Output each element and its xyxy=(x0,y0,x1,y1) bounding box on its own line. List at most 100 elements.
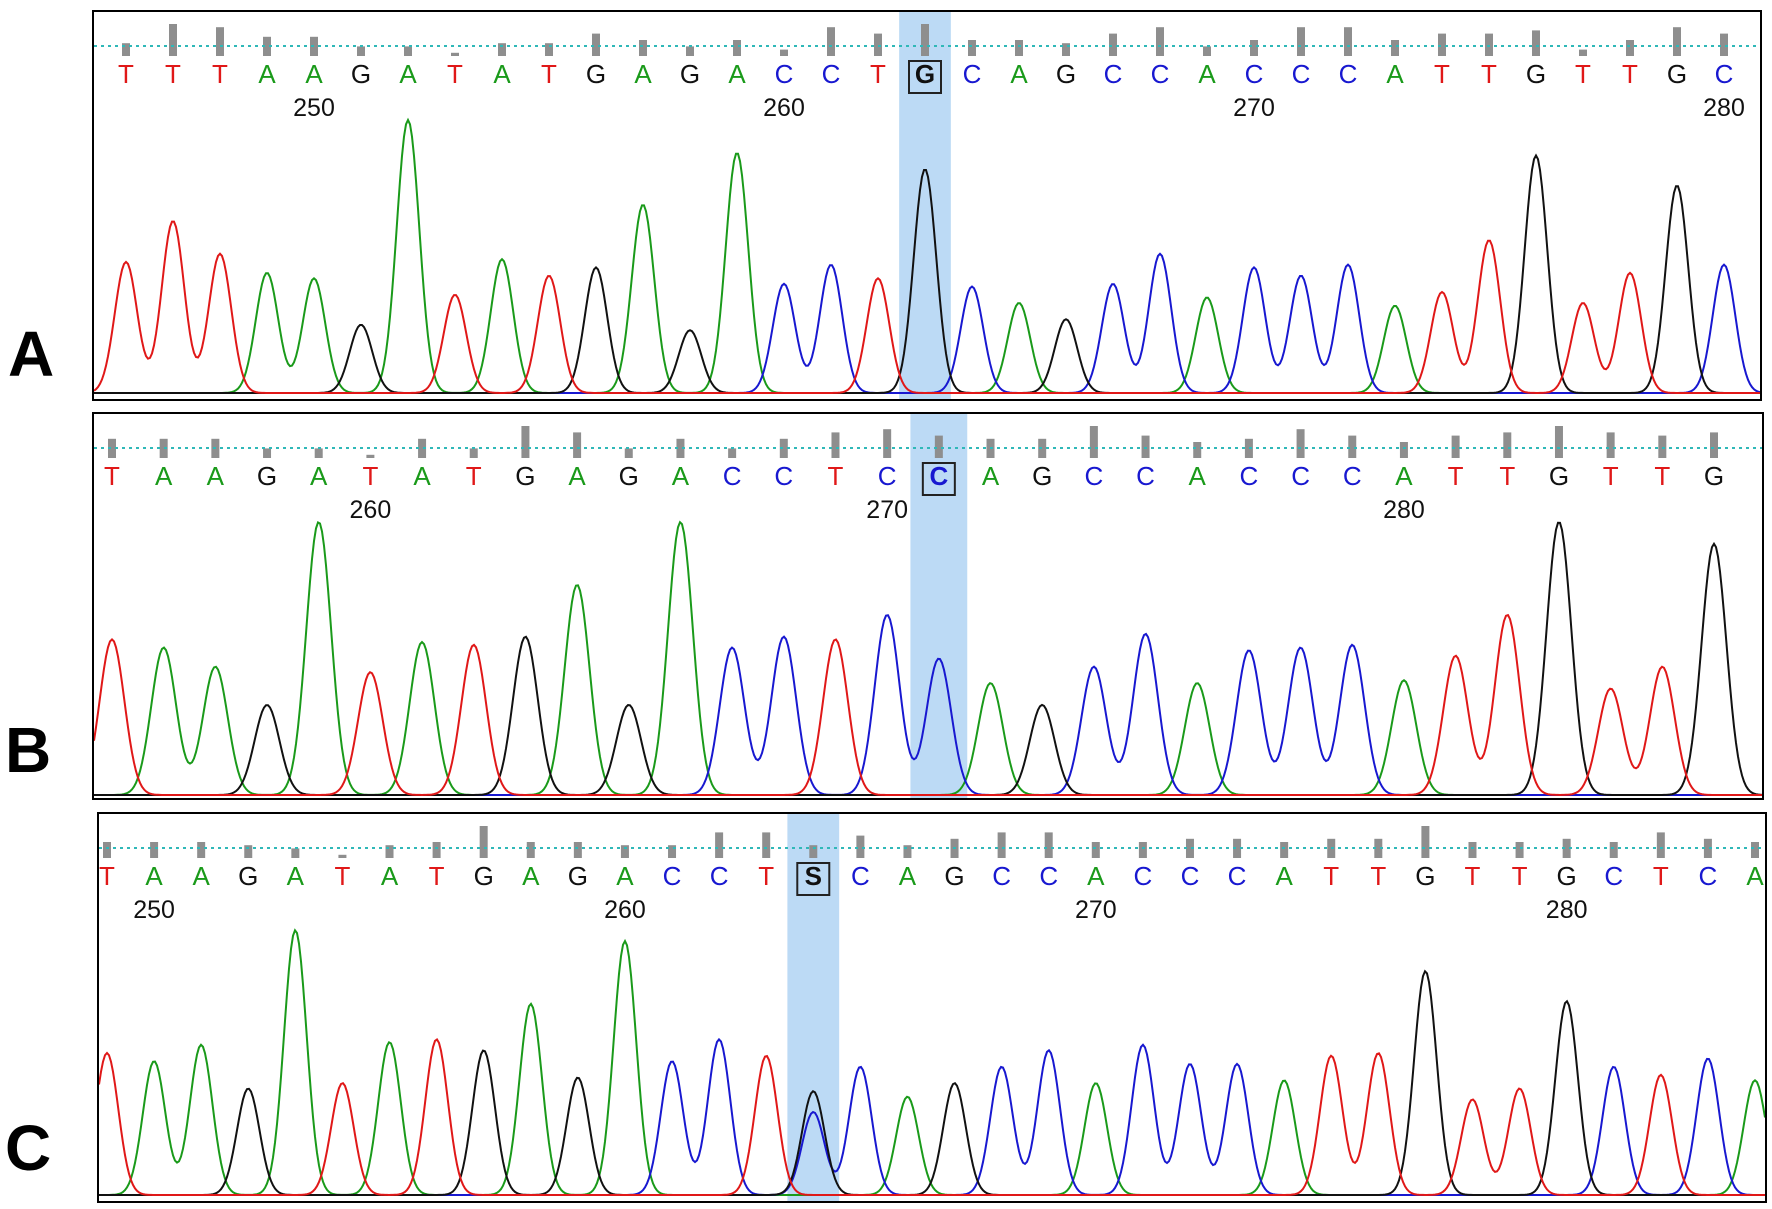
quality-bar xyxy=(573,842,582,858)
base-call: C xyxy=(1136,461,1155,491)
quality-bar xyxy=(1451,435,1460,458)
quality-bar xyxy=(827,27,835,56)
quality-bar xyxy=(733,40,741,56)
quality-bar xyxy=(385,845,394,858)
quality-bar xyxy=(874,33,882,56)
base-call: T xyxy=(1481,59,1497,89)
base-call: A xyxy=(1275,861,1293,891)
base-call: C xyxy=(1181,861,1200,891)
quality-bar xyxy=(1468,842,1477,858)
quality-bar xyxy=(498,43,506,56)
base-call: G xyxy=(1032,461,1052,491)
base-call: C xyxy=(1084,461,1103,491)
base-call: T xyxy=(1512,861,1528,891)
quality-bar xyxy=(314,448,323,458)
quality-bar xyxy=(263,36,271,56)
position-label: 250 xyxy=(133,896,175,924)
base-call: C xyxy=(822,59,841,89)
base-call: C xyxy=(1039,861,1058,891)
quality-bar xyxy=(1044,832,1053,858)
quality-bar xyxy=(1138,842,1147,858)
trace-t xyxy=(94,220,1760,394)
quality-bar xyxy=(122,43,130,56)
base-call: C xyxy=(775,59,794,89)
quality-bar xyxy=(997,832,1006,858)
base-call: A xyxy=(1386,59,1404,89)
position-label: 250 xyxy=(293,94,335,122)
chromatogram-panel-c: T A A G A T A T G A G A C C T S C A G C C A C C C A T T G T T G C T C A 250 2… xyxy=(97,812,1767,1203)
base-call: C xyxy=(851,861,870,891)
quality-bar xyxy=(1503,432,1512,458)
quality-bar xyxy=(357,46,365,56)
base-call: A xyxy=(413,461,431,491)
base-call: T xyxy=(1434,59,1450,89)
base-call: C xyxy=(929,461,948,491)
base-call: A xyxy=(1395,461,1413,491)
base-call: T xyxy=(1499,461,1515,491)
base-call: A xyxy=(1087,861,1105,891)
base-call: T xyxy=(541,59,557,89)
base-call: C xyxy=(1228,861,1247,891)
quality-bar xyxy=(1658,435,1667,458)
quality-bar xyxy=(1515,842,1524,858)
quality-bar xyxy=(1374,838,1383,858)
base-call: C xyxy=(663,861,682,891)
base-call: T xyxy=(334,861,350,891)
base-call: T xyxy=(1654,461,1670,491)
quality-bar xyxy=(676,438,685,458)
base-call: T xyxy=(1622,59,1638,89)
position-label: 260 xyxy=(763,94,805,122)
quality-bar xyxy=(620,845,629,858)
quality-bar xyxy=(521,426,530,458)
base-call: C xyxy=(1291,461,1310,491)
base-call: G xyxy=(1549,461,1569,491)
base-call: G xyxy=(1667,59,1687,89)
quality-bar xyxy=(968,40,976,56)
base-call: G xyxy=(944,861,964,891)
quality-bar xyxy=(1156,27,1164,56)
base-call: S xyxy=(805,861,822,891)
quality-bar xyxy=(1193,442,1202,458)
quality-bar xyxy=(1185,838,1194,858)
base-call: C xyxy=(1240,461,1259,491)
chromatogram-b-svg: T A A G A T A T G A G A C C T C C A G C C A C C C A T T G T T G 260 270 28… xyxy=(94,414,1762,798)
quality-bar xyxy=(244,845,253,858)
base-call: C xyxy=(1604,861,1623,891)
quality-bar xyxy=(1250,40,1258,56)
quality-bar xyxy=(934,435,943,458)
selected-base-box xyxy=(796,862,831,896)
trace-t xyxy=(94,613,1762,797)
base-call: T xyxy=(362,461,378,491)
quality-bar xyxy=(728,448,737,458)
base-call: C xyxy=(963,59,982,89)
quality-bar xyxy=(624,448,633,458)
quality-bar xyxy=(366,454,375,458)
base-call: A xyxy=(1198,59,1216,89)
base-call: C xyxy=(1339,59,1358,89)
base-call: C xyxy=(1151,59,1170,89)
chromatogram-panel-b: T A A G A T A T G A G A C C T C C A G C C A C C C A T T G T T G 260 270 28… xyxy=(92,412,1764,800)
quality-bar xyxy=(639,40,647,56)
base-call: A xyxy=(207,461,225,491)
base-call: G xyxy=(619,461,639,491)
quality-bar xyxy=(169,24,177,56)
base-call: G xyxy=(257,461,277,491)
base-call: G xyxy=(1557,861,1577,891)
quality-bar xyxy=(1109,33,1117,56)
quality-bar xyxy=(103,842,111,858)
base-call: G xyxy=(474,861,494,891)
quality-bar xyxy=(1606,432,1615,458)
quality-bar xyxy=(1656,832,1665,858)
base-call: A xyxy=(1010,59,1028,89)
base-call: C xyxy=(774,461,793,491)
base-call: T xyxy=(828,461,844,491)
base-call: A xyxy=(728,59,746,89)
base-call: A xyxy=(522,861,540,891)
quality-bar xyxy=(1233,838,1242,858)
base-call: G xyxy=(1415,861,1435,891)
quality-bar xyxy=(1720,33,1728,56)
base-call: T xyxy=(1465,861,1481,891)
panel-label-a: A xyxy=(8,318,55,390)
quality-bar xyxy=(592,33,600,56)
